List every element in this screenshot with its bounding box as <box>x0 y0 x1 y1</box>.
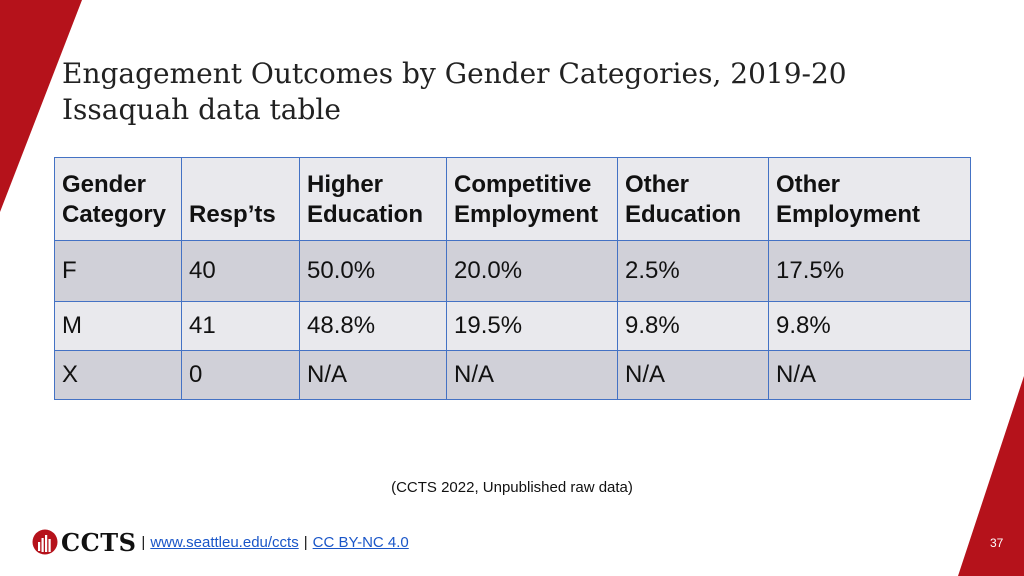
ccts-logo: CCTS <box>32 528 136 557</box>
header-other-employment: Other Employment <box>768 157 971 241</box>
license-link[interactable]: CC BY-NC 4.0 <box>312 533 409 551</box>
table-cell: 19.5% <box>446 301 618 351</box>
table-cell: 2.5% <box>617 240 769 302</box>
footer: CCTS | www.seattleu.edu/ccts | CC BY-NC … <box>32 528 409 557</box>
table-cell: M <box>54 301 182 351</box>
page-number: 37 <box>990 536 1004 550</box>
table-cell: X <box>54 350 182 400</box>
ccts-logo-icon <box>32 529 58 555</box>
table-cell: N/A <box>617 350 769 400</box>
table-cell: 41 <box>181 301 300 351</box>
footer-separator: | <box>141 533 146 551</box>
table-row: M 41 48.8% 19.5% 9.8% 9.8% <box>54 301 971 351</box>
header-higher-education: Higher Education <box>299 157 447 241</box>
table-row: X 0 N/A N/A N/A N/A <box>54 350 971 400</box>
table-cell: 9.8% <box>617 301 769 351</box>
table-cell: N/A <box>299 350 447 400</box>
header-other-education: Other Education <box>617 157 769 241</box>
header-gender-category: Gender Category <box>54 157 182 241</box>
title-line-1: Engagement Outcomes by Gender Categories… <box>62 57 847 90</box>
footer-separator: | <box>303 533 308 551</box>
header-respondents: Resp’ts <box>181 157 300 241</box>
table-cell: N/A <box>768 350 971 400</box>
table-cell: 20.0% <box>446 240 618 302</box>
table-cell: 0 <box>181 350 300 400</box>
slide-title: Engagement Outcomes by Gender Categories… <box>62 56 962 128</box>
table-header-row: Gender Category Resp’ts Higher Education C… <box>54 157 971 241</box>
source-note: (CCTS 2022, Unpublished raw data) <box>391 479 633 496</box>
table-cell: 40 <box>181 240 300 302</box>
table-cell: N/A <box>446 350 618 400</box>
table-cell: 48.8% <box>299 301 447 351</box>
table-cell: 17.5% <box>768 240 971 302</box>
header-competitive-employment: Competitive Employment <box>446 157 618 241</box>
table-cell: 9.8% <box>768 301 971 351</box>
data-table: Gender Category Resp’ts Higher Education C… <box>54 157 971 400</box>
table-cell: F <box>54 240 182 302</box>
table-cell: 50.0% <box>299 240 447 302</box>
title-line-2: Issaquah data table <box>62 93 341 126</box>
website-link[interactable]: www.seattleu.edu/ccts <box>150 533 299 551</box>
table-row: F 40 50.0% 20.0% 2.5% 17.5% <box>54 240 971 302</box>
logo-text: CCTS <box>61 527 137 557</box>
